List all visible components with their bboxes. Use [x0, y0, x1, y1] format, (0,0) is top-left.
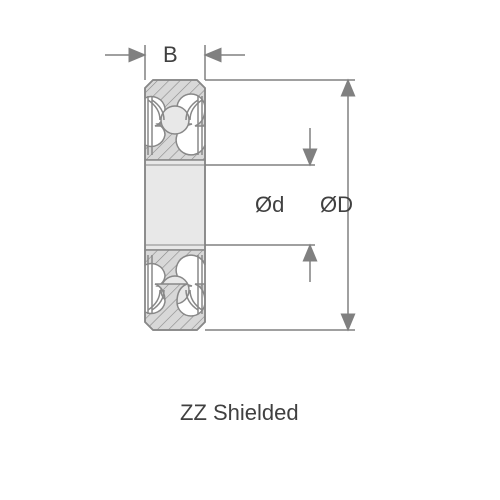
caption: ZZ Shielded — [180, 400, 299, 426]
ball-top — [161, 106, 189, 134]
bore — [145, 160, 205, 250]
label-d: Ød — [255, 192, 284, 218]
label-B: B — [163, 42, 178, 68]
label-D: ØD — [320, 192, 353, 218]
outer-race-bottom — [145, 284, 205, 330]
